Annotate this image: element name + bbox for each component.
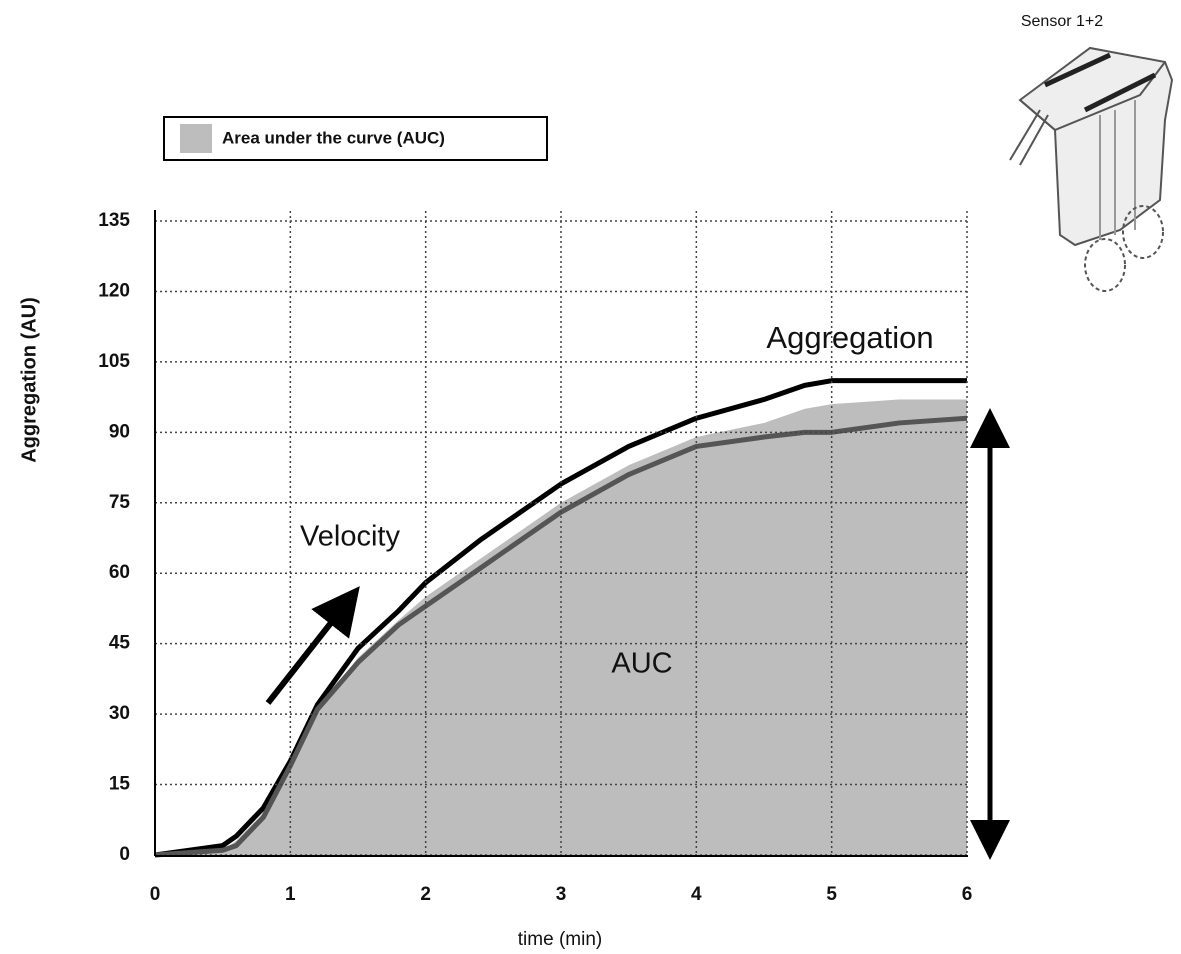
x-tick-label: 1 xyxy=(285,884,296,905)
y-tick-label: 135 xyxy=(98,210,130,231)
chart: Aggregation (AU) time (min) Area under t… xyxy=(0,0,1181,954)
y-tick-label: 0 xyxy=(119,844,130,865)
annotation: Aggregation xyxy=(766,320,933,355)
y-tick-label: 90 xyxy=(109,421,130,442)
y-tick-label: 30 xyxy=(109,703,130,724)
x-tick-label: 6 xyxy=(962,884,973,905)
legend-label: Area under the curve (AUC) xyxy=(222,128,445,147)
x-tick-label: 0 xyxy=(150,884,161,905)
x-tick-label: 5 xyxy=(826,884,837,905)
y-tick-label: 75 xyxy=(109,492,131,513)
y-tick-label: 105 xyxy=(98,351,130,372)
annotation: Velocity xyxy=(300,521,400,553)
x-tick-label: 4 xyxy=(691,884,702,905)
legend: Area under the curve (AUC) xyxy=(164,117,547,160)
annotation: Sensor 1+2 xyxy=(1021,13,1103,30)
annotation: AUC xyxy=(611,648,672,680)
x-tick-label: 3 xyxy=(556,884,567,905)
y-axis-label: Aggregation (AU) xyxy=(18,297,40,463)
y-tick-label: 45 xyxy=(109,633,131,654)
page: {"chart_data": {"type": "line", "ylabel"… xyxy=(0,0,1181,954)
x-tick-label: 2 xyxy=(420,884,431,905)
legend-swatch xyxy=(180,124,212,153)
y-tick-label: 60 xyxy=(109,562,130,583)
y-tick-label: 15 xyxy=(109,774,131,795)
y-tick-label: 120 xyxy=(98,280,130,301)
x-axis-label: time (min) xyxy=(518,929,602,950)
sensor-illustration xyxy=(1010,48,1172,291)
